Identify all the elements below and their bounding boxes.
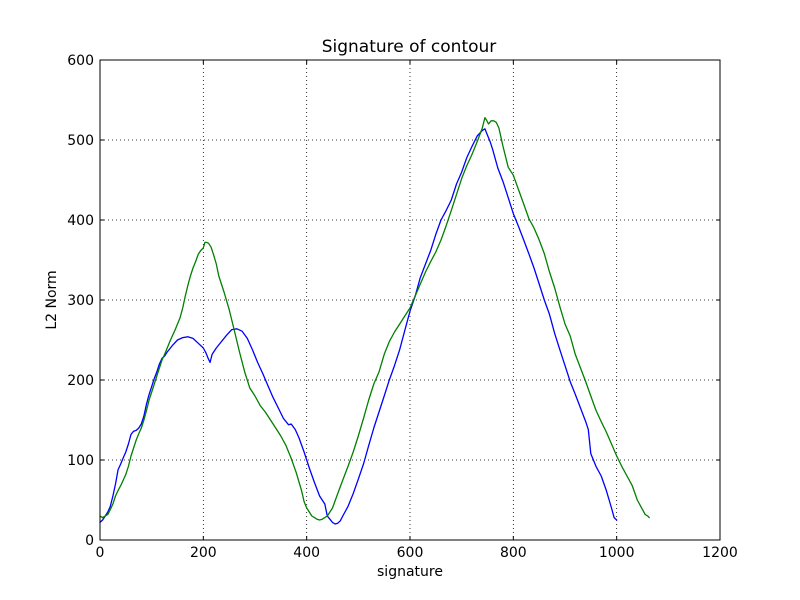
- chart-title: Signature of contour: [322, 37, 497, 57]
- x-tick-label: 1200: [702, 545, 738, 561]
- y-tick-label: 500: [67, 133, 94, 149]
- series-lines: [99, 116, 650, 525]
- series-line-2: [99, 116, 650, 521]
- grid-lines: [100, 60, 720, 540]
- y-tick-label: 600: [67, 53, 94, 69]
- x-tick-label: 800: [500, 545, 527, 561]
- y-tick-label: 200: [67, 373, 94, 389]
- y-tick-label: 0: [85, 533, 94, 549]
- axis-ticks: 0 200 400 600 800 1000 1200 0 100 200 300 400 500 600: [67, 53, 738, 561]
- y-tick-label: 100: [67, 453, 94, 469]
- x-tick-label: 400: [293, 545, 320, 561]
- y-tick-label: 300: [67, 293, 94, 309]
- y-axis-label: L2 Norm: [44, 270, 60, 329]
- x-tick-label: 200: [190, 545, 217, 561]
- x-axis-label: signature: [377, 564, 443, 580]
- x-tick-label: 1000: [599, 545, 635, 561]
- y-tick-label: 400: [67, 213, 94, 229]
- x-tick-label: 0: [96, 545, 105, 561]
- series-line-1: [99, 128, 618, 525]
- x-tick-label: 600: [397, 545, 424, 561]
